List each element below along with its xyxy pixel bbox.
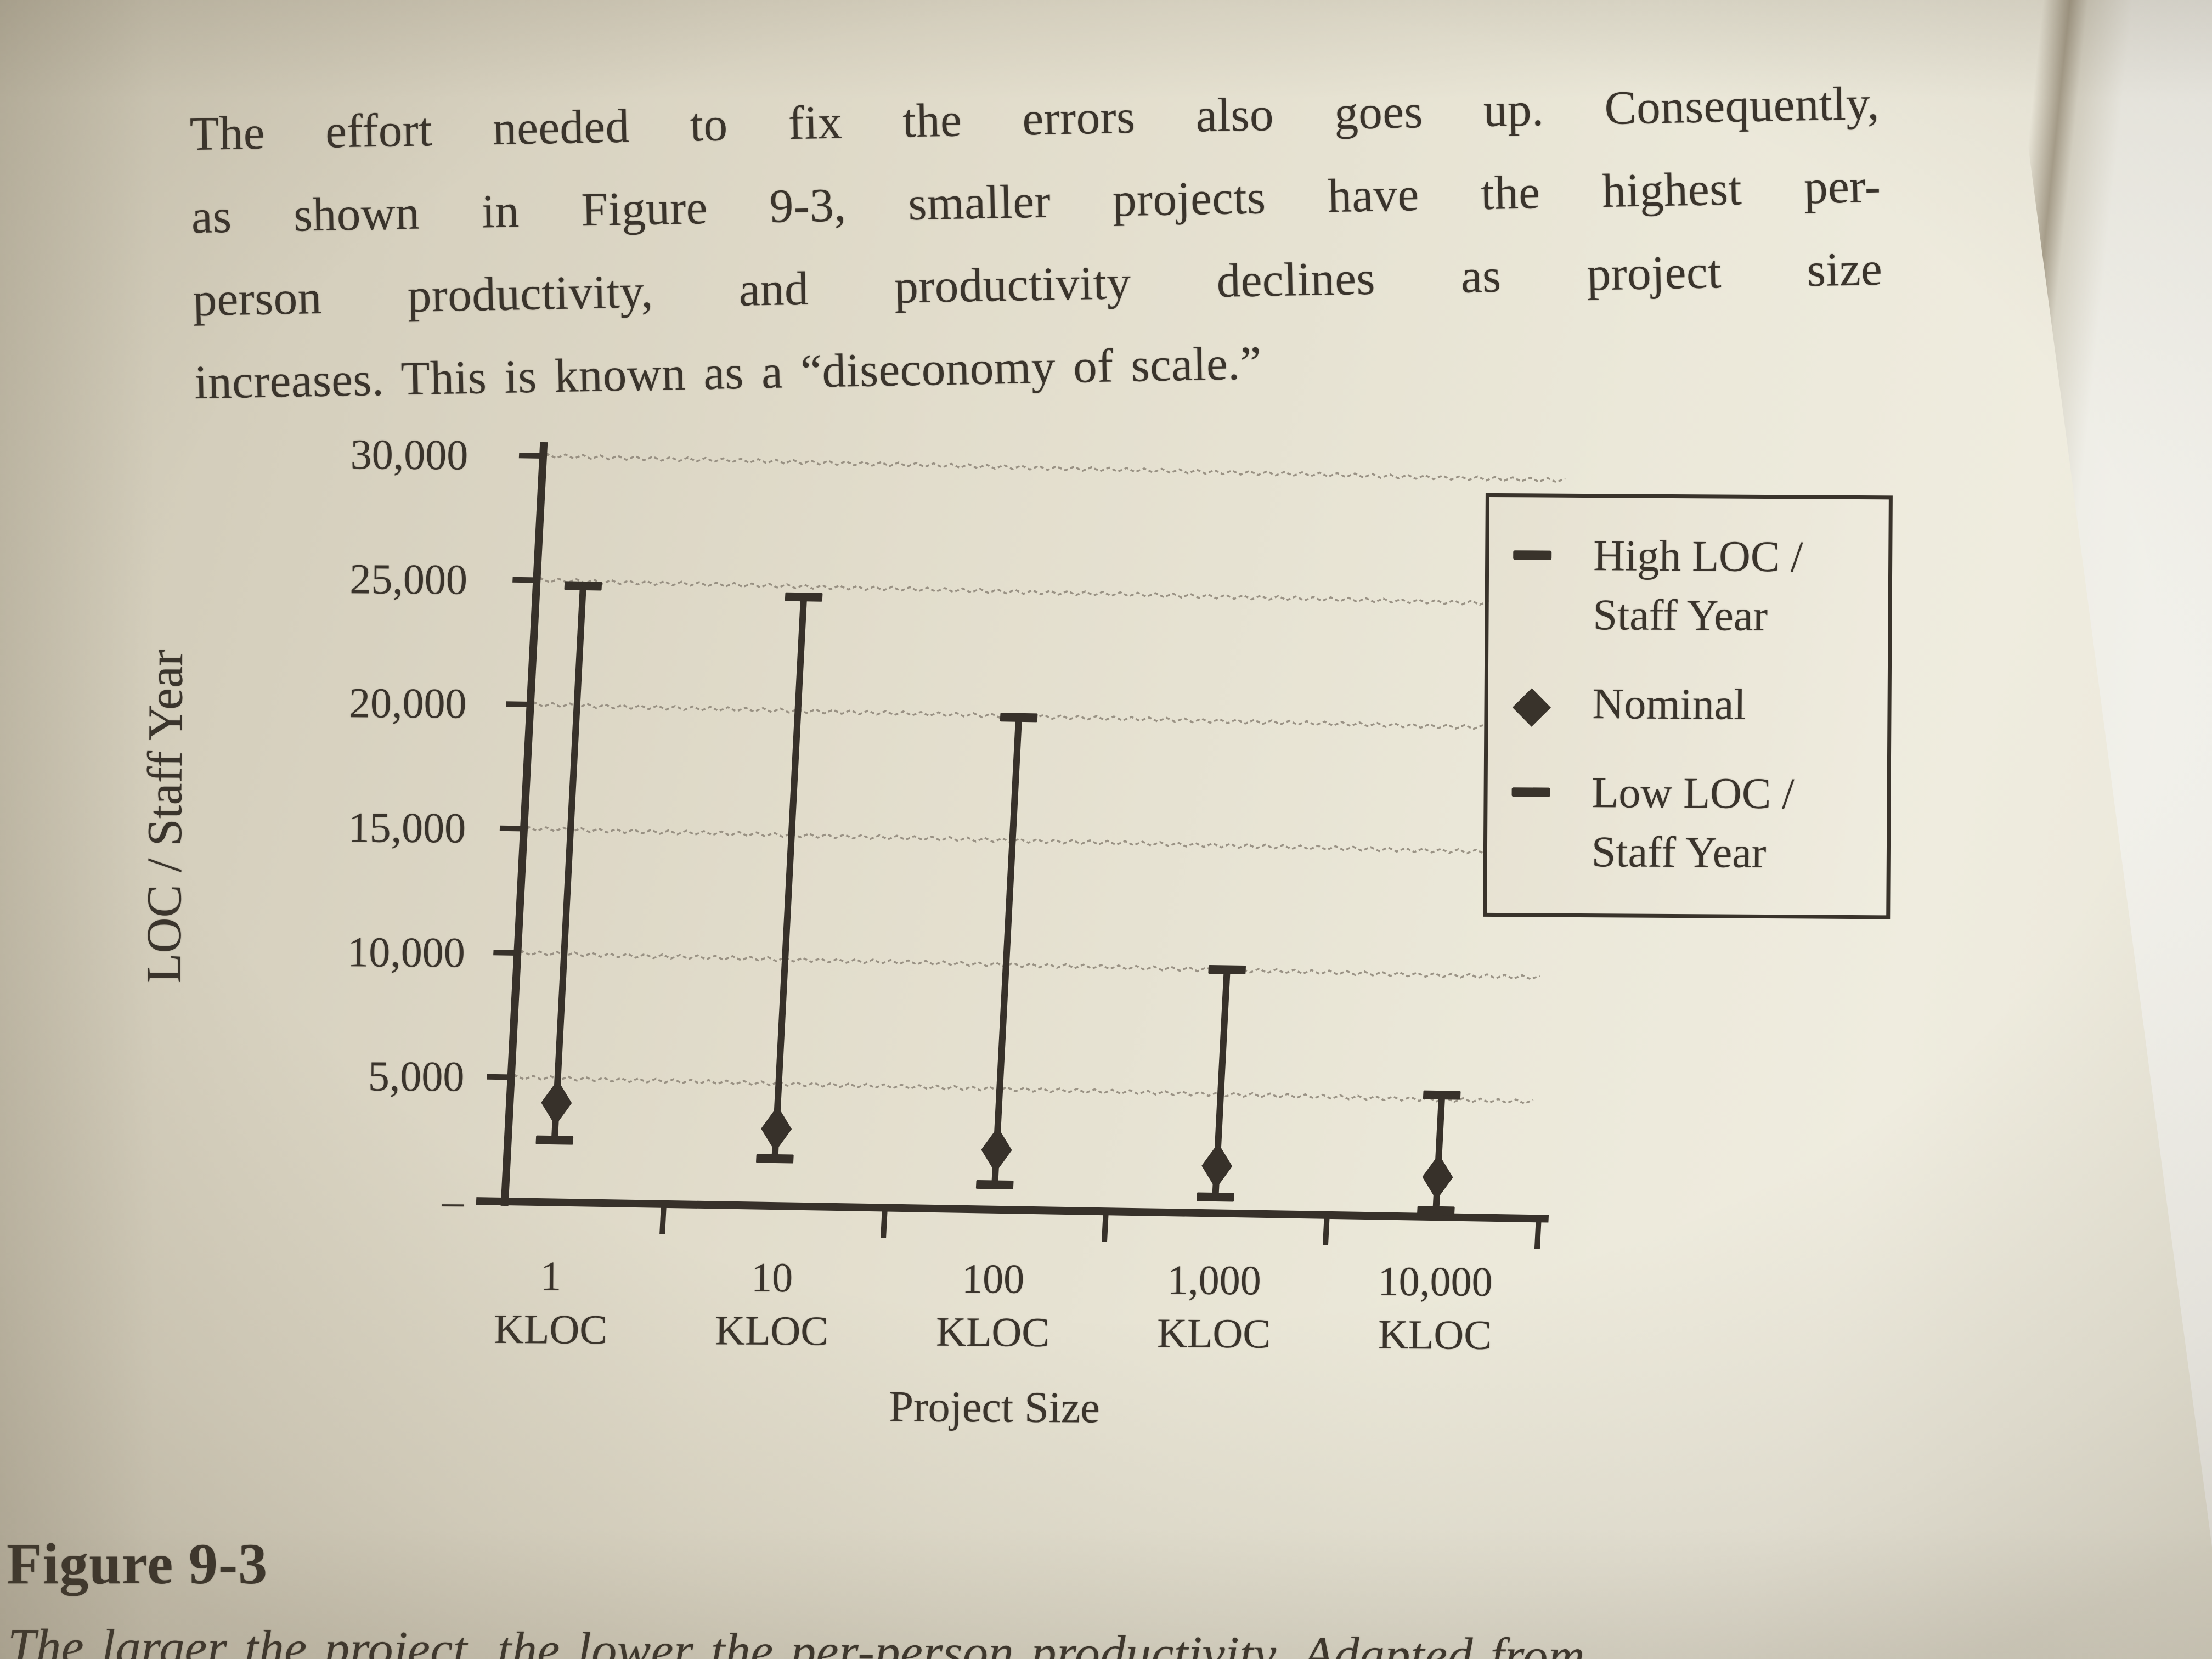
x-tick-unit: KLOC (714, 1307, 829, 1355)
x-tick-value: 1,000 (1167, 1257, 1261, 1304)
x-tick-label: 1 KLOC (424, 1249, 677, 1357)
dash-icon (1511, 787, 1550, 797)
x-tick-label: 10,000 KLOC (1308, 1255, 1561, 1363)
y-tick-label: 5,000 (368, 1052, 465, 1101)
legend-item-high: High LOC / Staff Year (1513, 526, 1864, 646)
x-tick-unit: KLOC (1156, 1310, 1271, 1357)
x-tick-value: 10 (751, 1254, 793, 1301)
x-tick-value: 100 (961, 1256, 1025, 1302)
legend-label: Nominal (1592, 680, 1746, 729)
x-tick-unit: KLOC (935, 1308, 1050, 1356)
x-tick-label: 1,000 KLOC (1087, 1253, 1340, 1361)
dash-icon (1513, 550, 1552, 560)
y-tick-label: 20,000 (348, 679, 467, 727)
y-axis-title: LOC / Staff Year (137, 649, 194, 984)
legend-label: Staff Year (1591, 828, 1767, 878)
y-tick-label: 25,000 (349, 555, 468, 603)
x-tick-unit: KLOC (1378, 1311, 1492, 1358)
x-tick-label: 10 KLOC (645, 1251, 898, 1359)
legend-label: High LOC / (1593, 532, 1803, 582)
x-tick-unit: KLOC (493, 1306, 608, 1353)
legend-label: Low LOC / (1592, 769, 1795, 819)
y-tick-label: 10,000 (347, 928, 466, 977)
y-tick-label: 15,000 (348, 803, 466, 852)
legend-item-low: Low LOC / Staff Year (1511, 763, 1863, 883)
y-tick-label: – (442, 1177, 464, 1225)
diamond-icon: ◆ (1512, 674, 1551, 733)
x-tick-value: 1 (540, 1253, 562, 1300)
legend-label: Staff Year (1593, 591, 1768, 641)
x-tick-label: 100 KLOC (866, 1252, 1119, 1360)
legend-item-nominal: ◆ Nominal (1512, 674, 1864, 735)
y-tick-label: 30,000 (350, 430, 469, 479)
x-axis-title: Project Size (889, 1383, 1101, 1432)
x-tick-value: 10,000 (1378, 1258, 1493, 1306)
chart-canvas (476, 442, 1566, 1249)
chart-legend: High LOC / Staff Year ◆ Nominal Low LOC … (1483, 493, 1893, 919)
